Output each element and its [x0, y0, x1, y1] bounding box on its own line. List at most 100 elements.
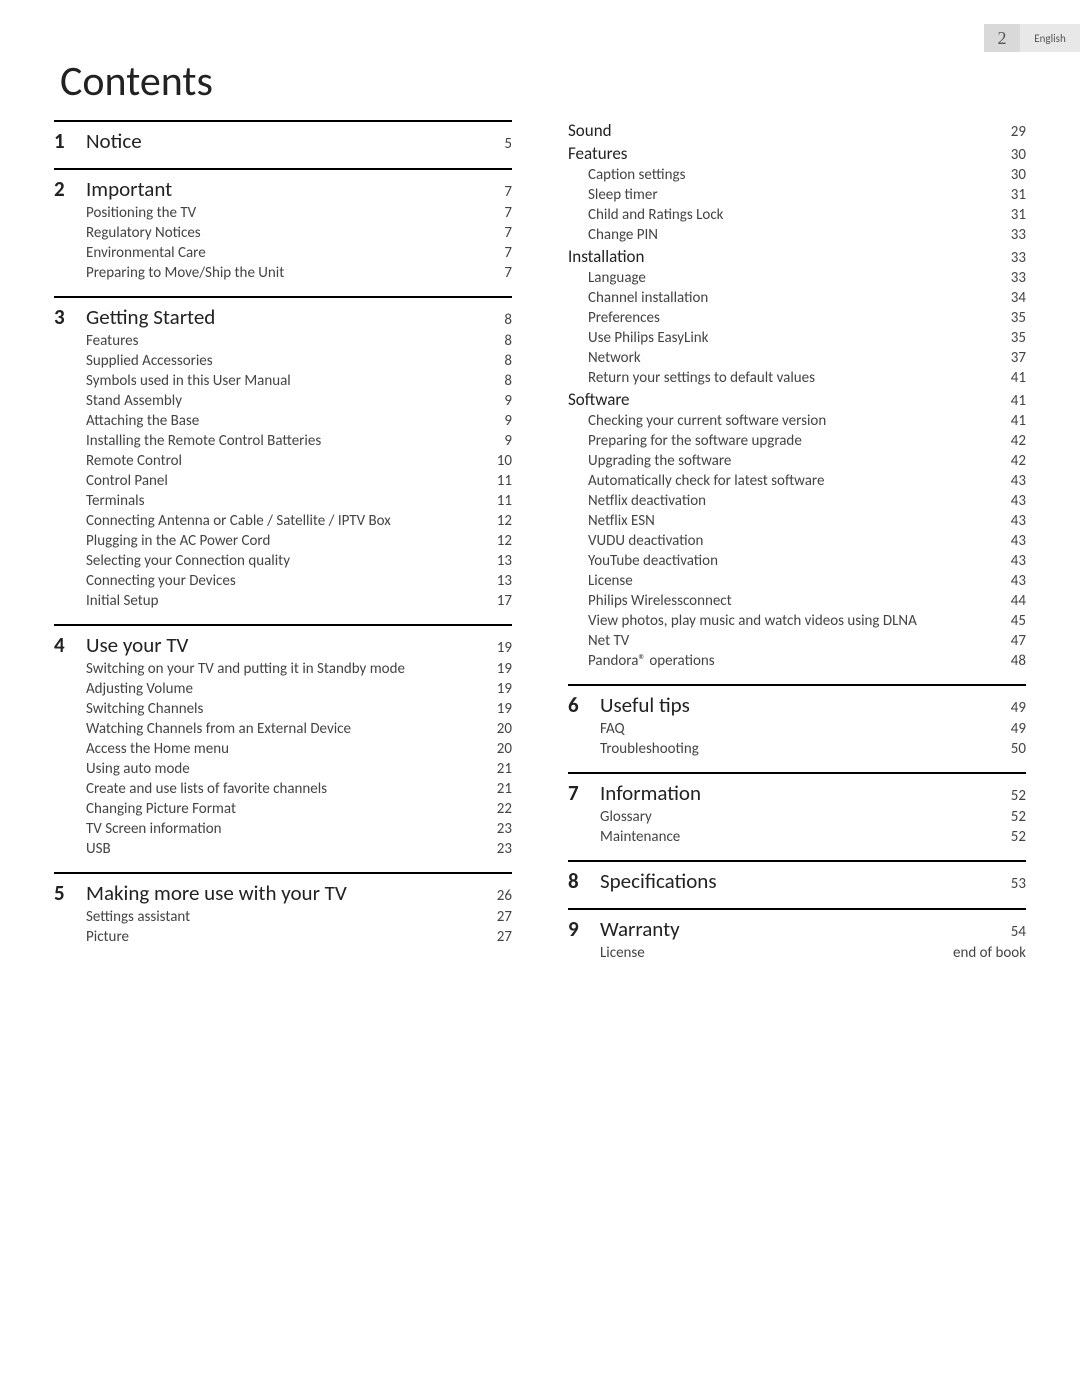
toc-section-head[interactable]: 9Warranty54 [568, 916, 1026, 942]
toc-item[interactable]: Maintenance52 [568, 828, 1026, 846]
toc-item[interactable]: Watching Channels from an External Devic… [54, 720, 512, 738]
toc-item[interactable]: Preferences35 [568, 309, 1026, 327]
toc-item-page: 42 [936, 452, 1026, 470]
toc-item[interactable]: Environmental Care7 [54, 244, 512, 262]
toc-item[interactable]: Picture27 [54, 928, 512, 946]
toc-item[interactable]: Stand Assembly9 [54, 392, 512, 410]
toc-item[interactable]: View photos, play music and watch videos… [568, 612, 1026, 630]
toc-section-head[interactable]: 7Information52 [568, 780, 1026, 806]
toc-section-page: 53 [936, 875, 1026, 893]
toc-section-head[interactable]: 3Getting Started8 [54, 304, 512, 330]
toc-section: 7Information52 Glossary52 Maintenance52 [568, 772, 1026, 846]
toc-item[interactable]: Licenseend of book [568, 944, 1026, 962]
toc-item[interactable]: Control Panel11 [54, 472, 512, 490]
toc-item[interactable]: Symbols used in this User Manual8 [54, 372, 512, 390]
toc-item[interactable]: Installing the Remote Control Batteries9 [54, 432, 512, 450]
toc-item[interactable]: Connecting Antenna or Cable / Satellite … [54, 512, 512, 530]
toc-item[interactable]: Terminals11 [54, 492, 512, 510]
toc-item[interactable]: Automatically check for latest software4… [568, 472, 1026, 490]
toc-item[interactable]: Preparing to Move/Ship the Unit7 [54, 264, 512, 282]
toc-item[interactable]: License43 [568, 572, 1026, 590]
toc-item-label: Control Panel [86, 472, 422, 490]
toc-item[interactable]: Language33 [568, 269, 1026, 287]
toc-item[interactable]: Child and Ratings Lock31 [568, 206, 1026, 224]
toc-section-title: Warranty [600, 916, 936, 942]
toc-item[interactable]: Supplied Accessories8 [54, 352, 512, 370]
toc-section-head[interactable]: 6Useful tips49 [568, 692, 1026, 718]
toc-item[interactable]: Netflix deactivation43 [568, 492, 1026, 510]
toc-subheading[interactable]: Installation33 [568, 246, 1026, 267]
toc-item[interactable]: Plugging in the AC Power Cord12 [54, 532, 512, 550]
toc-item[interactable]: Channel installation34 [568, 289, 1026, 307]
toc-section-head[interactable]: 2Important7 [54, 176, 512, 202]
toc-item[interactable]: Sleep timer31 [568, 186, 1026, 204]
toc-item[interactable]: Change PIN33 [568, 226, 1026, 244]
toc-item[interactable]: FAQ49 [568, 720, 1026, 738]
toc-section-head[interactable]: 1Notice5 [54, 128, 512, 154]
toc-item-page: 21 [422, 760, 512, 778]
toc-item[interactable]: Selecting your Connection quality13 [54, 552, 512, 570]
toc-item-label: Selecting your Connection quality [86, 552, 422, 570]
toc-section: 8Specifications53 [568, 860, 1026, 894]
toc-item[interactable]: Pandora® operations48 [568, 652, 1026, 670]
toc-item[interactable]: VUDU deactivation43 [568, 532, 1026, 550]
toc-item[interactable]: Initial Setup17 [54, 592, 512, 610]
toc-item[interactable]: Switching Channels19 [54, 700, 512, 718]
toc-item[interactable]: Checking your current software version41 [568, 412, 1026, 430]
toc-item-label: Symbols used in this User Manual [86, 372, 422, 390]
toc-item[interactable]: Using auto mode21 [54, 760, 512, 778]
toc-item[interactable]: USB23 [54, 840, 512, 858]
toc-subheading[interactable]: Software41 [568, 389, 1026, 410]
toc-subheading[interactable]: Features30 [568, 143, 1026, 164]
toc-item-label: Settings assistant [86, 908, 422, 926]
toc-item-page: 13 [422, 552, 512, 570]
toc-item[interactable]: Changing Picture Format22 [54, 800, 512, 818]
toc-item-page: 31 [936, 186, 1026, 204]
toc-item[interactable]: Remote Control10 [54, 452, 512, 470]
toc-item[interactable]: Glossary52 [568, 808, 1026, 826]
page-header: 2 English [984, 24, 1080, 52]
toc-section-head[interactable]: 5Making more use with your TV26 [54, 880, 512, 906]
toc-item[interactable]: Features8 [54, 332, 512, 350]
toc-item[interactable]: Access the Home menu20 [54, 740, 512, 758]
toc-item[interactable]: Regulatory Notices7 [54, 224, 512, 242]
toc-item[interactable]: Attaching the Base9 [54, 412, 512, 430]
toc-item-label: Child and Ratings Lock [588, 206, 936, 224]
toc-item-page: 43 [936, 572, 1026, 590]
toc-item[interactable]: Upgrading the software42 [568, 452, 1026, 470]
toc-item[interactable]: Philips Wirelessconnect44 [568, 592, 1026, 610]
toc-section-head[interactable]: 8Specifications53 [568, 868, 1026, 894]
toc-item-page: 8 [422, 332, 512, 350]
toc-item-label: License [588, 572, 936, 590]
toc-item[interactable]: Settings assistant27 [54, 908, 512, 926]
toc-item[interactable]: Caption settings30 [568, 166, 1026, 184]
toc-item-page: 37 [936, 349, 1026, 367]
toc-item[interactable]: Switching on your TV and putting it in S… [54, 660, 512, 678]
toc-item[interactable]: Create and use lists of favorite channel… [54, 780, 512, 798]
toc-item-page: 7 [422, 264, 512, 282]
toc-item-label: Preferences [588, 309, 936, 327]
toc-section-title: Specifications [600, 868, 936, 894]
toc-item[interactable]: Network37 [568, 349, 1026, 367]
toc-section-head[interactable]: 4Use your TV19 [54, 632, 512, 658]
toc-item-page: 17 [422, 592, 512, 610]
toc-item[interactable]: Use Philips EasyLink35 [568, 329, 1026, 347]
toc-item[interactable]: TV Screen information23 [54, 820, 512, 838]
toc-item[interactable]: Return your settings to default values41 [568, 369, 1026, 387]
toc-item[interactable]: YouTube deactivation43 [568, 552, 1026, 570]
toc-item[interactable]: Troubleshooting50 [568, 740, 1026, 758]
toc-item-label: Change PIN [588, 226, 936, 244]
toc-section-page: 19 [422, 639, 512, 657]
toc-item-label: Use Philips EasyLink [588, 329, 936, 347]
toc-item-page: 11 [422, 492, 512, 510]
toc-item[interactable]: Netflix ESN43 [568, 512, 1026, 530]
toc-item[interactable]: Adjusting Volume19 [54, 680, 512, 698]
toc-item[interactable]: Net TV47 [568, 632, 1026, 650]
toc-item[interactable]: Sound29 [568, 120, 1026, 141]
toc-continuation: Sound29Features30 Caption settings30 Sleep… [568, 120, 1026, 670]
toc-item[interactable]: Positioning the TV7 [54, 204, 512, 222]
toc-subheading-label: Software [568, 389, 936, 410]
toc-item[interactable]: Preparing for the software upgrade42 [568, 432, 1026, 450]
toc-item-label: Return your settings to default values [588, 369, 936, 387]
toc-item[interactable]: Connecting your Devices13 [54, 572, 512, 590]
